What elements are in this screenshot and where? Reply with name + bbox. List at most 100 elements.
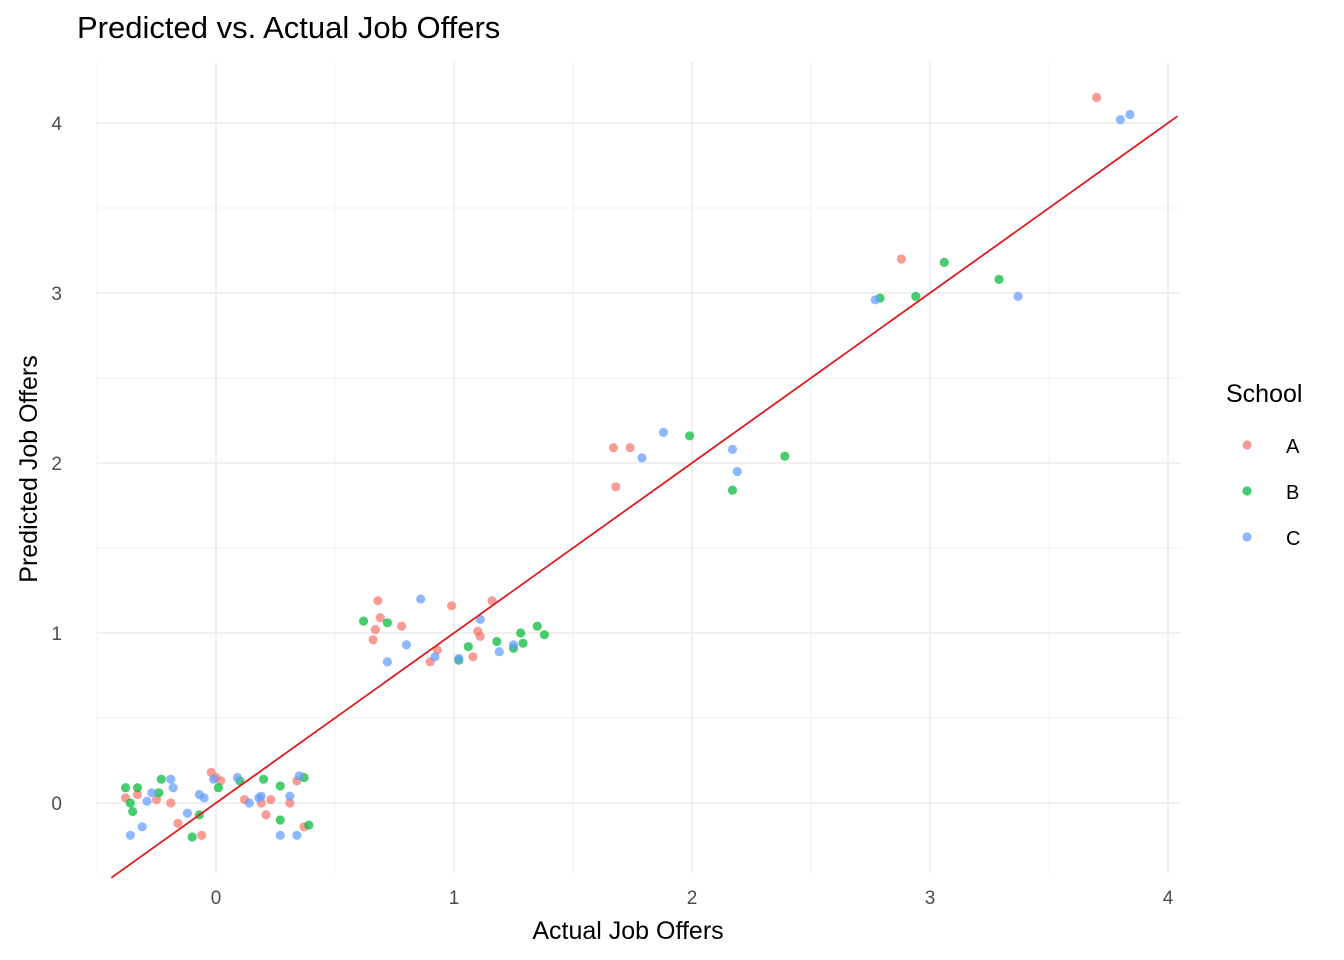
point-school-c xyxy=(244,798,254,808)
point-school-c xyxy=(727,444,738,454)
point-school-c xyxy=(1013,291,1023,301)
point-school-b xyxy=(120,783,131,793)
point-school-b xyxy=(780,451,790,461)
x-tick-label: 0 xyxy=(211,888,222,909)
identity-line-layer xyxy=(110,115,1179,879)
point-school-c xyxy=(168,783,178,793)
point-school-b xyxy=(539,630,550,640)
point-school-b xyxy=(492,636,502,647)
point-school-c xyxy=(256,791,266,801)
point-school-a xyxy=(611,482,621,492)
point-school-c xyxy=(454,653,464,664)
point-school-b xyxy=(154,788,164,798)
legend-label-c: C xyxy=(1286,528,1300,550)
point-school-a xyxy=(132,789,143,800)
point-school-b xyxy=(994,274,1004,284)
point-school-a xyxy=(285,798,295,808)
point-school-b xyxy=(727,485,738,495)
legend-label-a: A xyxy=(1286,436,1300,458)
identity-line xyxy=(110,115,1179,879)
y-axis-ticks: 0 1 2 3 4 xyxy=(51,114,62,815)
point-school-c xyxy=(182,808,193,818)
point-school-c xyxy=(637,453,647,463)
point-school-a xyxy=(475,631,485,642)
point-school-c xyxy=(508,640,519,650)
point-school-c xyxy=(292,830,302,840)
point-school-a xyxy=(487,596,497,606)
point-school-a xyxy=(608,443,619,453)
point-school-b xyxy=(685,431,695,441)
point-school-c xyxy=(430,652,440,662)
point-school-a xyxy=(468,652,478,662)
point-school-b xyxy=(213,783,223,793)
point-school-a xyxy=(625,443,635,453)
point-school-b xyxy=(156,774,166,784)
legend-title: School xyxy=(1226,380,1302,408)
x-axis-ticks: 0 1 2 3 4 xyxy=(211,888,1174,909)
point-school-c xyxy=(1115,115,1125,125)
point-school-b xyxy=(463,642,473,652)
data-points xyxy=(120,92,1135,842)
point-school-a xyxy=(896,254,907,264)
point-school-b xyxy=(275,815,285,825)
point-school-a xyxy=(373,596,383,606)
point-school-b xyxy=(259,774,269,784)
point-school-c xyxy=(142,796,152,806)
point-school-c xyxy=(209,774,219,784)
point-school-c xyxy=(870,295,880,305)
minor-gridlines xyxy=(96,62,1181,873)
point-school-c xyxy=(494,647,504,657)
y-tick-label: 1 xyxy=(51,624,62,645)
x-tick-label: 4 xyxy=(1163,888,1174,909)
point-school-c xyxy=(166,774,176,784)
point-school-a xyxy=(368,635,378,645)
point-school-c xyxy=(732,466,742,477)
point-school-b xyxy=(128,806,138,817)
chart-title: Predicted vs. Actual Job Offers xyxy=(77,10,501,45)
point-school-a xyxy=(197,830,207,840)
point-school-a xyxy=(261,810,271,820)
legend-key-c xyxy=(1242,532,1252,542)
point-school-b xyxy=(132,783,143,793)
y-tick-label: 2 xyxy=(51,454,62,475)
point-school-c xyxy=(232,772,243,783)
point-school-b xyxy=(516,628,526,638)
legend-key-b xyxy=(1242,486,1252,496)
point-school-c xyxy=(294,771,304,781)
y-tick-label: 3 xyxy=(51,284,62,305)
point-school-c xyxy=(401,640,411,650)
point-school-b xyxy=(939,257,949,267)
point-school-b xyxy=(187,832,197,842)
point-school-a xyxy=(370,625,381,635)
x-tick-label: 1 xyxy=(449,888,460,909)
legend-key-a xyxy=(1242,440,1252,450)
point-school-c xyxy=(199,793,209,803)
y-tick-label: 0 xyxy=(51,794,62,815)
point-school-b xyxy=(275,781,285,791)
point-school-b xyxy=(304,820,314,830)
point-school-c xyxy=(658,427,669,437)
point-school-b xyxy=(911,291,921,301)
point-school-a xyxy=(447,601,457,611)
x-axis-title: Actual Job Offers xyxy=(532,917,723,945)
x-tick-label: 2 xyxy=(687,888,698,909)
y-axis-title: Predicted Job Offers xyxy=(15,355,43,582)
point-school-c xyxy=(382,657,392,667)
point-school-b xyxy=(358,616,369,626)
legend: School A B C xyxy=(1226,380,1302,550)
legend-items: A B C xyxy=(1242,436,1300,550)
legend-label-b: B xyxy=(1286,482,1299,504)
point-school-c xyxy=(285,791,295,801)
y-tick-label: 4 xyxy=(51,114,62,135)
point-school-b xyxy=(125,798,135,808)
point-school-a xyxy=(266,795,276,805)
point-school-b xyxy=(382,618,392,628)
point-school-c xyxy=(475,614,485,625)
point-school-b xyxy=(532,621,542,631)
point-school-c xyxy=(416,594,426,604)
point-school-c xyxy=(125,830,135,840)
point-school-a xyxy=(397,621,407,631)
point-school-a xyxy=(173,818,183,829)
x-tick-label: 3 xyxy=(925,888,936,909)
